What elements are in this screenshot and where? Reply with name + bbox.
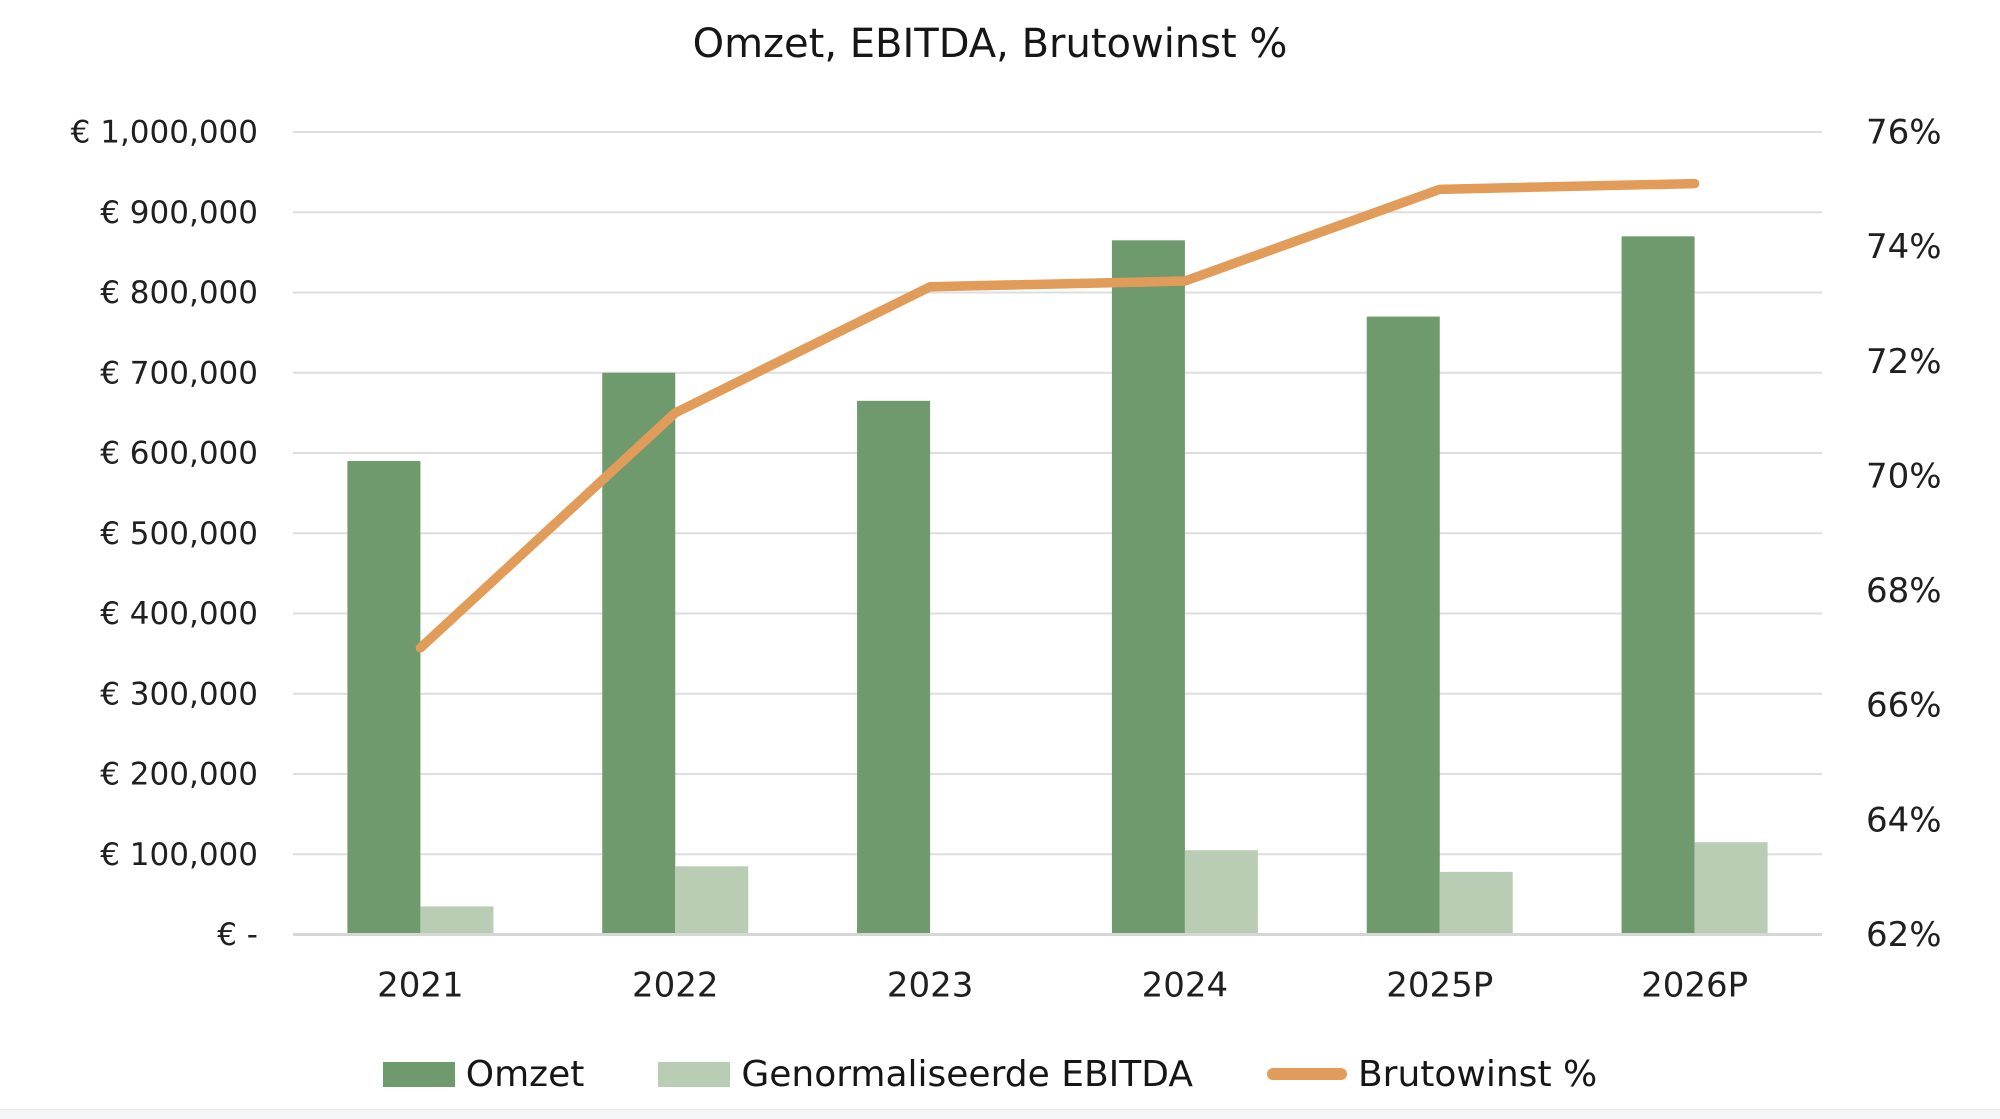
omzet-bar: [1111, 240, 1185, 935]
left-axis-tick-label: € 900,000: [100, 195, 258, 231]
right-axis-tick-label: 74%: [1866, 227, 1942, 267]
x-axis-category-label: 2022: [632, 966, 719, 1006]
right-axis-tick-label: 64%: [1866, 800, 1942, 840]
ebitda-bar: [420, 906, 494, 935]
legend-item-omzet: Omzet: [382, 1053, 585, 1095]
omzet-swatch: [382, 1061, 455, 1087]
brutowinst-line-swatch: [1266, 1068, 1347, 1080]
right-axis-tick-label: 62%: [1866, 915, 1942, 955]
x-axis-category-label: 2025P: [1386, 966, 1493, 1006]
omzet-bar: [1366, 316, 1440, 935]
omzet-bar: [857, 400, 931, 935]
left-axis-tick-label: € 500,000: [100, 516, 258, 552]
right-axis-tick-label: 72%: [1866, 342, 1942, 382]
left-axis-tick-label: € 100,000: [100, 837, 258, 873]
right-axis-tick-label: 76%: [1866, 113, 1942, 153]
ebitda-bar: [1184, 850, 1258, 935]
ebitda-bar: [675, 866, 749, 935]
left-axis-tick-label: € -: [217, 917, 258, 953]
x-axis-category-label: 2023: [887, 966, 974, 1006]
left-axis-tick-label: € 800,000: [100, 275, 258, 311]
x-axis-category-label: 2026P: [1641, 966, 1748, 1006]
legend-label-brutowinst: Brutowinst %: [1357, 1053, 1598, 1095]
omzet-bar: [1621, 236, 1695, 935]
right-axis-tick-label: 68%: [1866, 571, 1942, 611]
left-axis-tick-label: € 400,000: [100, 596, 258, 632]
ebitda-bar: [1694, 842, 1768, 935]
left-axis-tick-label: € 200,000: [100, 757, 258, 793]
x-axis-category-label: 2024: [1142, 966, 1229, 1006]
left-axis-tick-label: € 700,000: [100, 355, 258, 391]
left-axis-tick-label: € 600,000: [100, 436, 258, 472]
chart-title: Omzet, EBITDA, Brutowinst %: [692, 21, 1288, 67]
legend-item-ebitda: Genormaliseerde EBITDA: [658, 1054, 1193, 1095]
left-axis-tick-label: € 300,000: [100, 676, 258, 712]
legend-label-omzet: Omzet: [465, 1053, 585, 1095]
chart-legend: Omzet Genormaliseerde EBITDA Brutowinst …: [0, 1048, 1980, 1100]
brutowinst-line: [415, 178, 1700, 653]
omzet-bar: [347, 461, 421, 935]
legend-label-ebitda: Genormaliseerde EBITDA: [741, 1053, 1193, 1095]
omzet-bar: [602, 372, 676, 935]
x-axis-category-label: 2021: [377, 966, 464, 1006]
ebitda-bar: [1439, 871, 1513, 935]
left-axis-tick-label: € 1,000,000: [71, 115, 258, 151]
legend-item-brutowinst: Brutowinst %: [1266, 1053, 1598, 1095]
right-axis-tick-label: 70%: [1866, 456, 1942, 496]
right-axis-tick-label: 66%: [1866, 686, 1942, 726]
page-bottom-divider: [0, 1109, 2000, 1119]
ebitda-swatch: [658, 1061, 731, 1087]
